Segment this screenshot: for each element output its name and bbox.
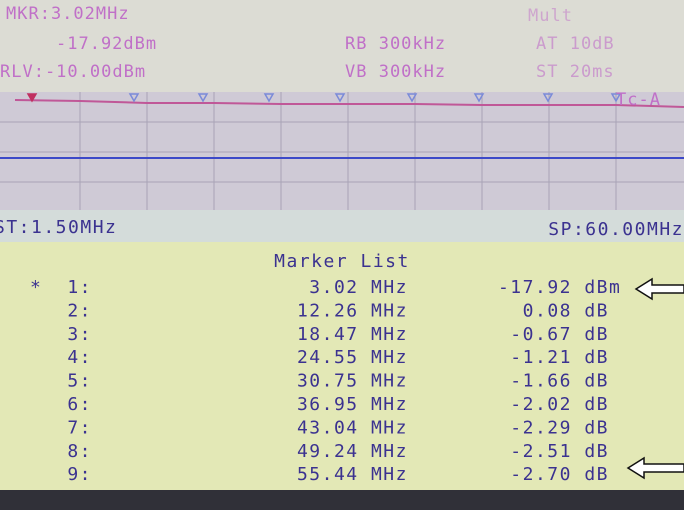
stop-frequency: SP:60.00MHz bbox=[548, 219, 684, 240]
marker-number: 9: bbox=[67, 464, 92, 485]
marker-level: -2.51 dB bbox=[510, 441, 609, 462]
marker-level: -2.70 dB bbox=[510, 464, 609, 485]
marker-level: -17.92dBm bbox=[56, 34, 157, 54]
marker-number: 6: bbox=[67, 394, 92, 415]
marker-level: -2.29 dB bbox=[510, 417, 609, 438]
marker-number: 2: bbox=[67, 300, 92, 321]
marker-frequency: 12.26 MHz bbox=[297, 300, 408, 321]
graph-panel bbox=[0, 92, 684, 210]
video-bandwidth: VB 300kHz bbox=[345, 62, 446, 82]
sweep-time: ST 20ms bbox=[536, 62, 615, 82]
marker-level: 0.08 dB bbox=[523, 300, 609, 321]
marker-number: 8: bbox=[67, 441, 92, 462]
marker-frequency: 24.55 MHz bbox=[297, 347, 408, 368]
marker-level: -0.67 dB bbox=[510, 324, 609, 345]
active-marker: * bbox=[30, 277, 42, 298]
marker-frequency: 18.47 MHz bbox=[297, 324, 408, 345]
marker-frequency: 30.75 MHz bbox=[297, 371, 408, 392]
marker-number: 5: bbox=[67, 371, 92, 392]
start-frequency: ST:1.50MHz bbox=[0, 217, 117, 238]
screen-bezel bbox=[0, 490, 684, 510]
marker-number: 4: bbox=[67, 347, 92, 368]
marker-number: 7: bbox=[67, 417, 92, 438]
mode: Mult bbox=[528, 6, 573, 26]
marker-number: 1: bbox=[67, 277, 92, 298]
marker-list-title: Marker List bbox=[274, 251, 410, 272]
marker-frequency: 36.95 MHz bbox=[297, 394, 408, 415]
reference-level: RLV:-10.00dBm bbox=[0, 62, 146, 82]
marker-level: -2.02 dB bbox=[510, 394, 609, 415]
marker-number: 3: bbox=[67, 324, 92, 345]
resolution-bandwidth: RB 300kHz bbox=[345, 34, 446, 54]
attenuation: AT 10dB bbox=[536, 34, 615, 54]
marker-level: -17.92 dBm bbox=[498, 277, 621, 298]
marker-frequency: 43.04 MHz bbox=[297, 417, 408, 438]
marker-level: -1.66 dB bbox=[510, 371, 609, 392]
marker-frequency: 49.24 MHz bbox=[297, 441, 408, 462]
marker-frequency: 3.02 MHz bbox=[309, 277, 408, 298]
analyzer-screen: MKR:3.02MHz -17.92dBm RLV:-10.00dBm RB 3… bbox=[0, 0, 684, 510]
marker-frequency: MKR:3.02MHz bbox=[6, 4, 130, 24]
marker-frequency: 55.44 MHz bbox=[297, 464, 408, 485]
trace-label: Tc-A bbox=[616, 90, 661, 110]
marker-level: -1.21 dB bbox=[510, 347, 609, 368]
